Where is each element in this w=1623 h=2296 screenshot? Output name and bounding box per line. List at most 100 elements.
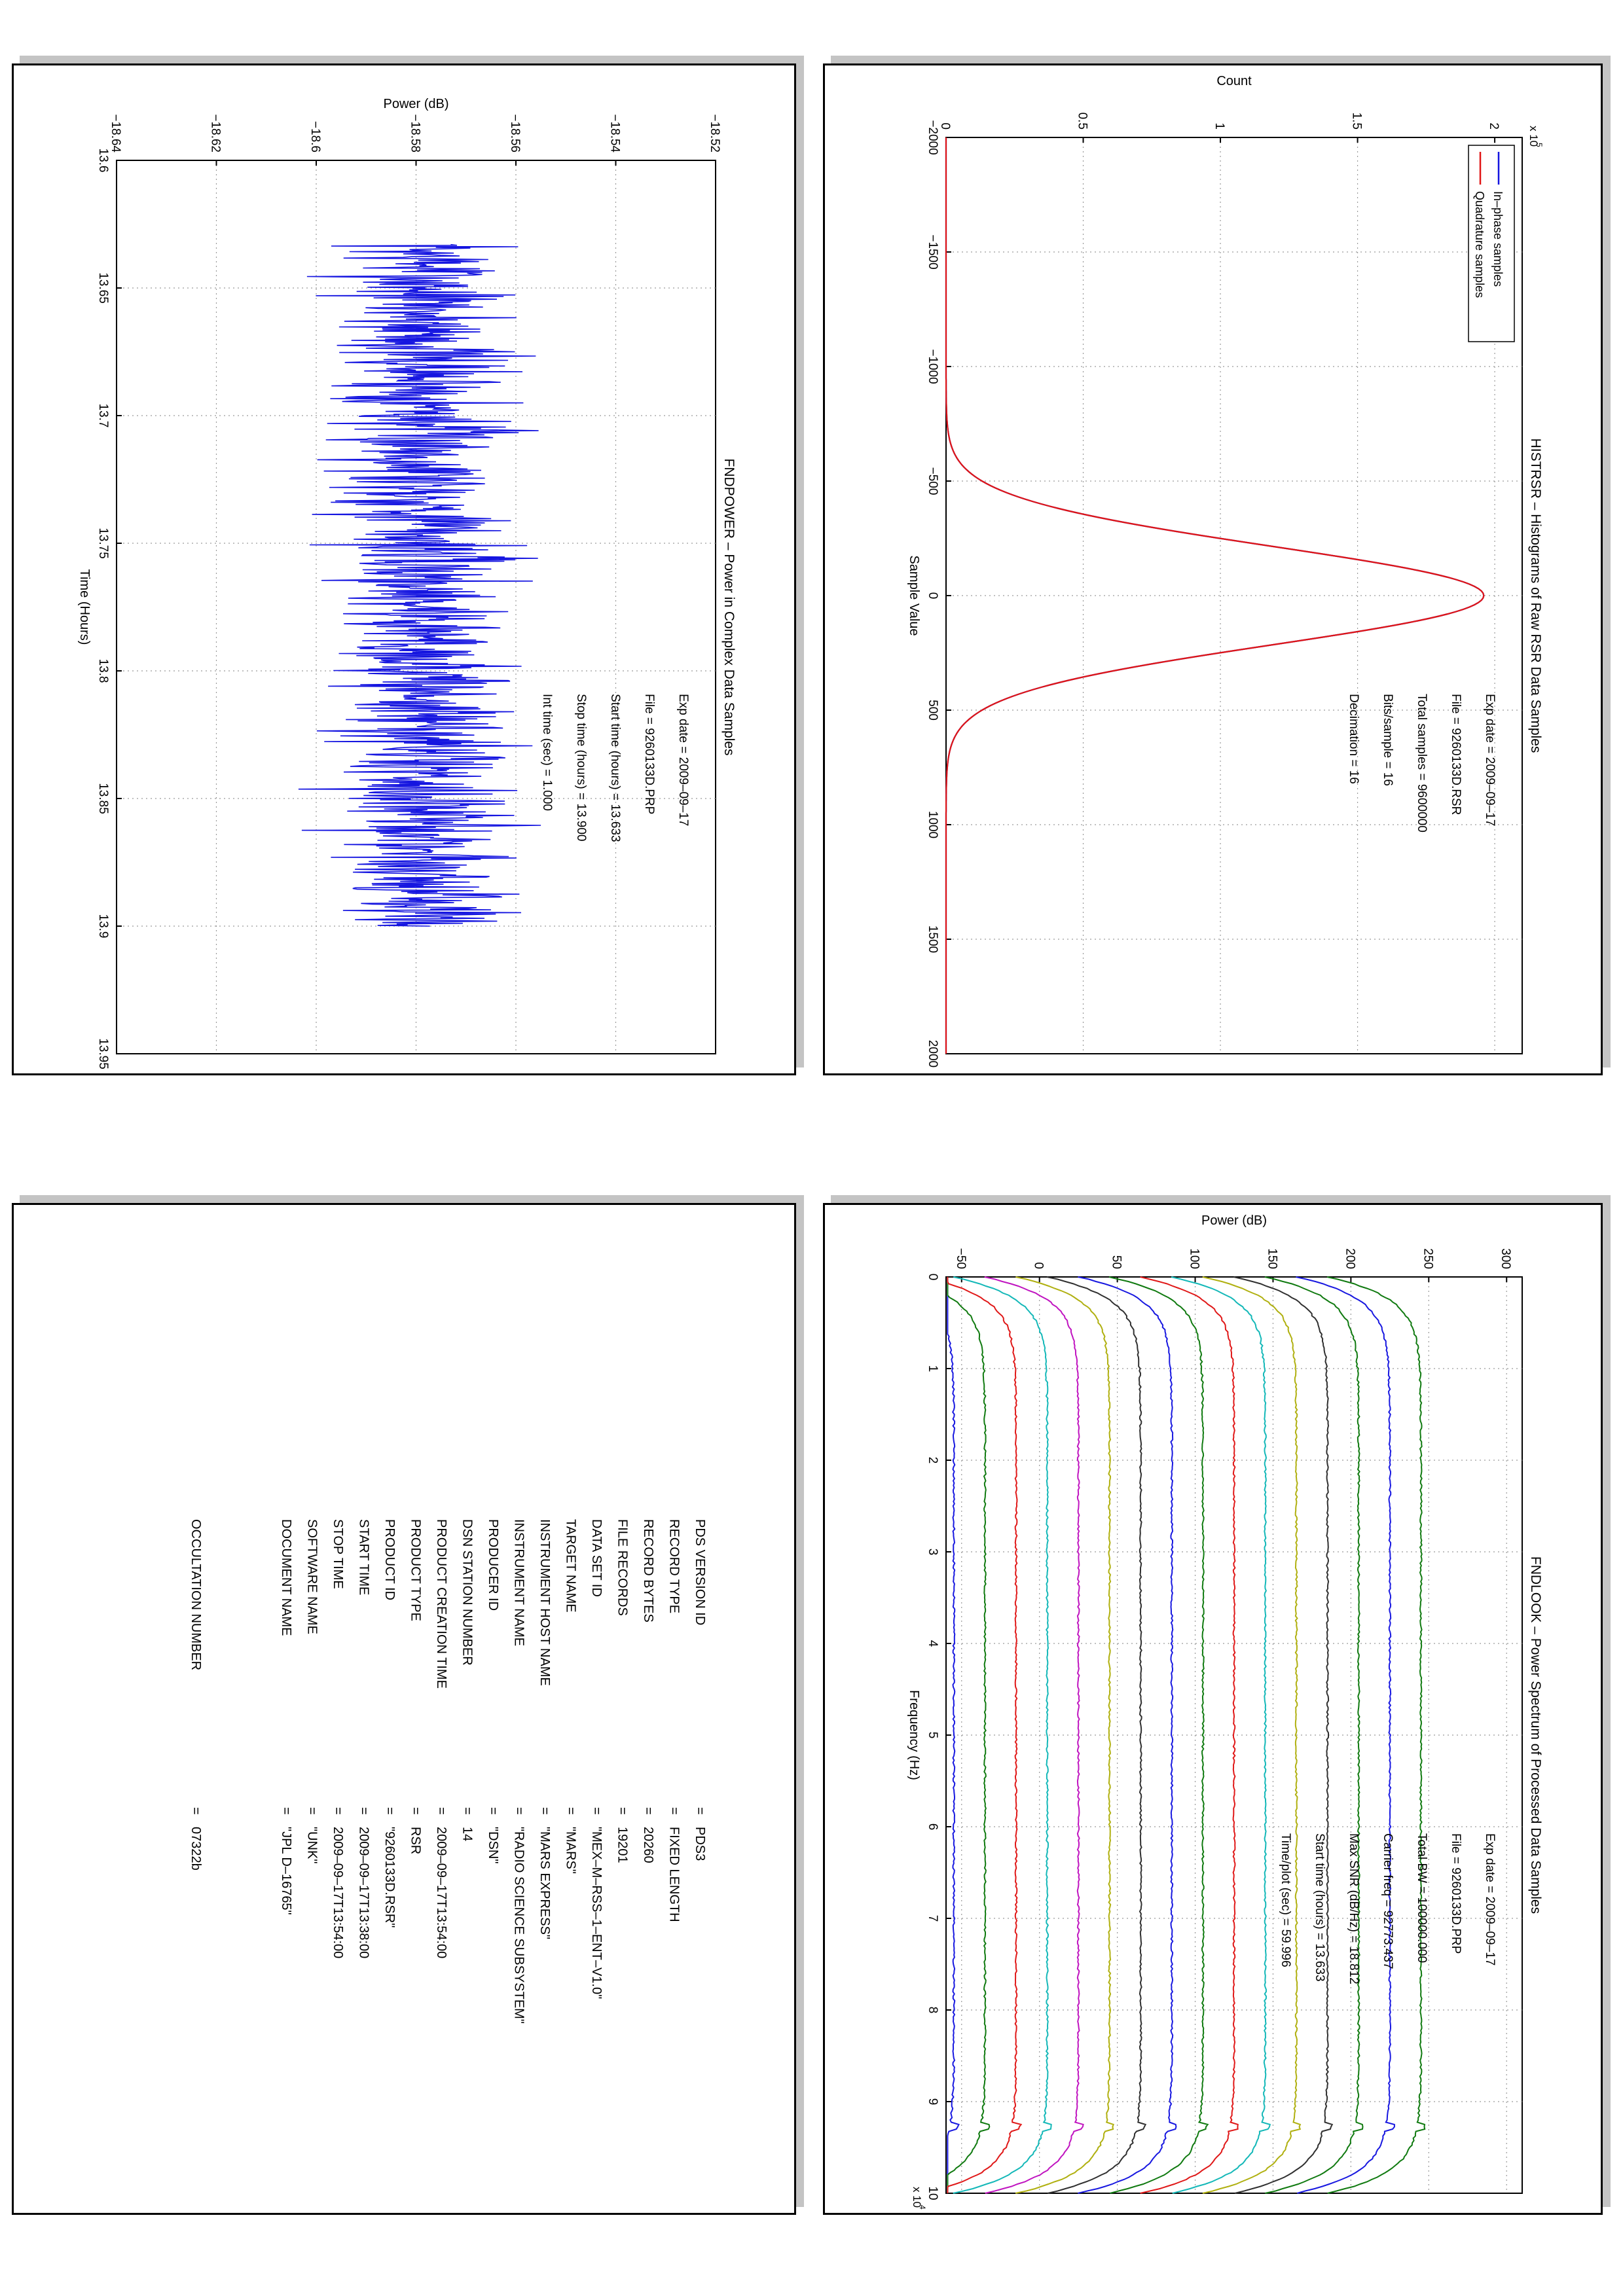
x-tick-label: 3 (926, 1549, 939, 1556)
x-tick-label: 5 (926, 1732, 939, 1739)
label-value: "MARS EXPRESS" (538, 1827, 552, 1939)
y-tick-label: −18.52 (708, 114, 721, 152)
annotation-text: Int time (sec) = 1.000 (540, 694, 554, 811)
y-tick-label: 2 (1487, 122, 1501, 130)
annotation-text: Start time (hours) = 13.633 (608, 694, 622, 842)
y-axis-label: Count (1216, 74, 1252, 88)
x-tick-label: −2000 (926, 120, 939, 154)
occultation-value: 07322b (189, 1827, 203, 1871)
y-tick-label: −50 (954, 1248, 968, 1269)
label-table: PDS VERSION ID = PDS3 RECORD TYPE = FIXED LEN… (189, 1519, 707, 2024)
spectrum-series-line (947, 1277, 960, 2193)
y-tick-label: 1 (1213, 122, 1226, 130)
label-equals: = (486, 1807, 500, 1815)
y-tick-label: 1.5 (1350, 113, 1364, 130)
annotation-text: Exp date = 2009–09–17 (1483, 694, 1497, 826)
label-key: PRODUCT ID (382, 1519, 397, 1600)
y-tick-label: 100 (1188, 1248, 1201, 1269)
y-axis-label: Power (dB) (1201, 1213, 1267, 1228)
power-rotated: 13.6 13.65 13.7 13.75 13.8 13.85 13.9 13.95 −18.… (14, 65, 794, 1073)
label-value: "DSN" (486, 1827, 500, 1863)
label-equals: = (357, 1807, 371, 1815)
label-value: PDS3 (693, 1827, 707, 1861)
annotation-text: Exp date = 2009–09–17 (676, 694, 690, 826)
label-key: START TIME (357, 1519, 371, 1595)
x-tick-label: 8 (926, 2007, 939, 2014)
plot-frame (945, 137, 1523, 1054)
spectrum-series-line (953, 1276, 1052, 2194)
x-tick-label: −500 (926, 467, 939, 495)
x-tick-label: 500 (926, 700, 939, 721)
x-tick-label: 13.8 (96, 659, 110, 683)
label-key: PDS VERSION ID (693, 1519, 707, 1625)
label-value: "RADIO SCIENCE SUBSYSTEM" (512, 1827, 526, 2024)
x-tick-label: 4 (926, 1640, 939, 1647)
label-key: RECORD TYPE (667, 1519, 682, 1613)
y-tick-label: 150 (1265, 1248, 1279, 1269)
x-tick-label: 1 (926, 1365, 939, 1372)
label-equals: = (538, 1807, 552, 1815)
label-key: STOP TIME (331, 1519, 345, 1589)
annotation-text: File = 9260133D.PRP (642, 694, 656, 814)
label-key: PRODUCT TYPE (409, 1519, 423, 1621)
label-key: PRODUCT CREATION TIME (434, 1519, 448, 1689)
spectrum-series-line (1140, 1276, 1239, 2194)
y-tick-label: 300 (1499, 1248, 1512, 1269)
spectrum-chart: 0 1 2 3 4 5 6 7 8 9 10 −50 0 50 100 150 200 250 300 FNDLOOK… (907, 1213, 1543, 2210)
x-tick-label: 2 (926, 1457, 939, 1464)
label-equals: = (279, 1807, 293, 1815)
x-axis-label: Frequency (Hz) (907, 1690, 921, 1780)
label-value: 2009–09–17T13:54:00 (331, 1827, 345, 1958)
x-tick-label: 13.65 (96, 272, 110, 304)
spectrum-series-line (1015, 1276, 1114, 2194)
x-axis-label: Sample Value (907, 555, 921, 636)
spectrum-series-line (1108, 1276, 1209, 2194)
power-chart: 13.6 13.65 13.7 13.75 13.8 13.85 13.9 13.95 −18.… (77, 97, 737, 1069)
label-value: 2009–09–17T13:54:00 (434, 1827, 448, 1958)
label-key: TARGET NAME (564, 1519, 578, 1613)
label-value: "MARS" (564, 1827, 578, 1874)
annotation-text: Exp date = 2009–09–17 (1483, 1833, 1497, 1965)
x-tick-label: 1000 (926, 811, 939, 838)
x-tick-label: 7 (926, 1915, 939, 1922)
label-equals: = (564, 1807, 578, 1815)
x-tick-label: 13.75 (96, 528, 110, 559)
y-tick-label: −18.54 (608, 114, 622, 152)
x-tick-label: 2000 (926, 1040, 939, 1067)
x-tick-label: 1500 (926, 925, 939, 953)
label-equals: = (641, 1807, 655, 1815)
x-exponent-label: x 10 (911, 2187, 923, 2208)
legend-box (1468, 145, 1515, 342)
x-axis-label: Time (Hours) (77, 569, 92, 645)
label-value: FIXED LENGTH (667, 1827, 682, 1922)
label-value: 2009–09–17T13:38:00 (357, 1827, 371, 1958)
label-equals: = (460, 1807, 475, 1815)
spectrum-series-line (1326, 1276, 1426, 2194)
chart-title: FNDPOWER – Power in Complex Data Samples (721, 459, 737, 756)
y-tick-label: 0.5 (1076, 113, 1089, 130)
x-tick-label: 13.7 (96, 404, 110, 428)
label-value: "MEX–M–RSS–1–ENT–V1.0" (589, 1827, 604, 1999)
y-axis-label: Power (dB) (383, 97, 448, 111)
x-tick-label: 0 (926, 1274, 939, 1281)
label-key: INSTRUMENT NAME (512, 1519, 526, 1646)
annotation-text: Start time (hours) = 13.633 (1313, 1833, 1326, 1982)
label-key: SOFTWARE NAME (305, 1519, 319, 1634)
x-tick-label: 9 (926, 2098, 939, 2106)
label-key: INSTRUMENT HOST NAME (538, 1519, 552, 1686)
label-equals: = (589, 1807, 604, 1815)
spectrum-series-line (1264, 1276, 1364, 2194)
label-key: DOCUMENT NAME (279, 1519, 293, 1636)
label-value: "UNK" (305, 1827, 319, 1863)
x-tick-label: 13.6 (96, 149, 110, 173)
label-key: RECORD BYTES (641, 1519, 655, 1623)
label-value: 20260 (641, 1827, 655, 1863)
chart-title: HISTRSR – Histograms of Raw RSR Data Sam… (1528, 439, 1543, 753)
spectrum-series-line (1078, 1276, 1177, 2194)
x-tick-label: 6 (926, 1823, 939, 1831)
label-rotated: PDS VERSION ID = PDS3 RECORD TYPE = FIXED LEN… (14, 1205, 794, 2213)
spectrum-series-line (947, 1277, 1023, 2193)
y-tick-label: −18.6 (308, 121, 322, 152)
label-panel: PDS VERSION ID = PDS3 RECORD TYPE = FIXED LEN… (12, 1203, 796, 2215)
y-tick-label: −18.62 (209, 114, 223, 152)
